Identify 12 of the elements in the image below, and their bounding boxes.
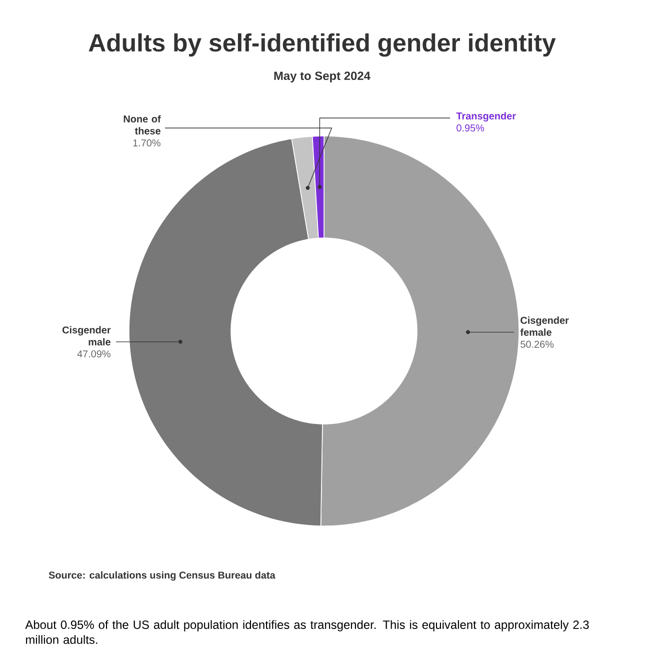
slice-label: Cisgender male [62, 326, 111, 346]
data-label: 50.26% [520, 340, 554, 348]
source-note: Source: calculations using Census Bureau data [48, 571, 276, 581]
chart-subtitle: May to Sept 2024 [274, 72, 370, 82]
slice-label: None of these [124, 115, 161, 134]
slice-label: Transgender [456, 112, 516, 122]
data-label: 1.70% [133, 139, 160, 146]
data-label: 47.09% [77, 350, 110, 358]
slice-label: Cisgender female [520, 316, 569, 336]
chart-title: Adults by self-identified gender identity [88, 33, 556, 57]
text: About 0.95% of the US adult population identifies as transgender. This is equivalent to approximately 2.3 million adults. [25, 620, 589, 644]
data-label: 0.95% [456, 124, 484, 132]
